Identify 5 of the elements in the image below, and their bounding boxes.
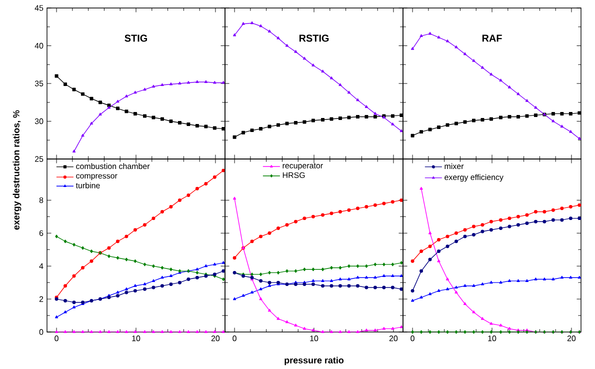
text: STIG [124, 34, 148, 42]
y-axis-title: exergy destruction ratios, % [12, 110, 22, 230]
text: RSTIG [299, 34, 329, 42]
x-axis-title: pressure ratio [284, 356, 344, 366]
text: RAF [482, 34, 502, 42]
